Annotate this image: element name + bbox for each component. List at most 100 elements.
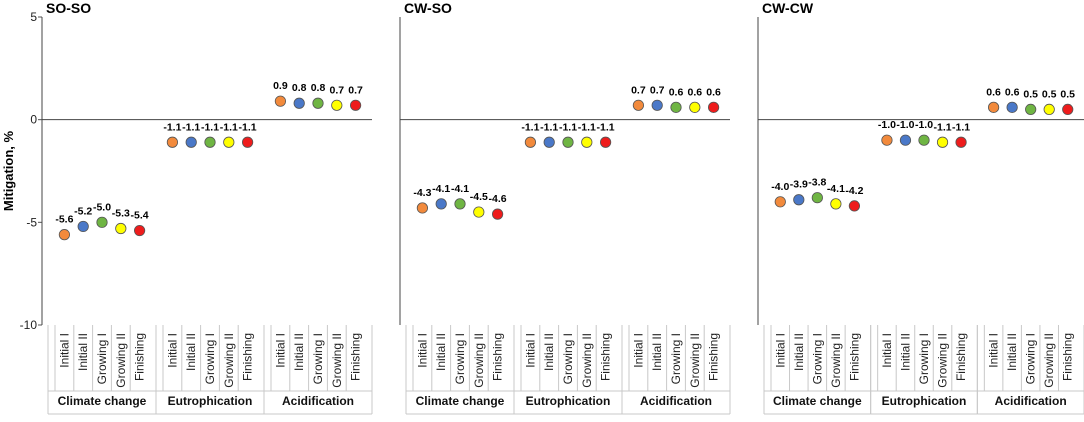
data-point [416,202,428,214]
data-point [651,99,663,111]
data-point [293,97,305,109]
data-point [707,101,720,113]
stage-tick-label: Growing II [936,333,950,388]
data-label: 0.5 [1060,88,1075,100]
category-label: Climate change [773,394,862,408]
stage-tick-label: Growing I [810,333,824,384]
data-point [632,99,645,111]
data-point [96,216,108,228]
data-label: -1.1 [201,121,219,133]
data-label: -5.6 [55,214,73,226]
data-point [204,136,216,148]
stage-tick-label: Finishing [954,333,968,381]
data-label: -1.1 [220,121,238,133]
data-point [454,198,466,210]
data-point [435,198,447,210]
data-point [58,229,71,241]
stage-tick-label: Initial II [292,333,306,371]
data-point [774,196,786,208]
panel-title: CW-CW [762,0,814,16]
data-label: -5.4 [131,210,149,222]
stage-tick-label: Growing II [222,333,236,388]
data-point [185,136,197,148]
data-point [562,136,574,148]
data-label: 0.9 [273,80,288,92]
data-label: -3.9 [790,179,808,191]
data-label: -1.0 [896,119,914,131]
data-point [830,198,842,210]
data-label: -1.1 [597,121,615,133]
data-label: 0.6 [706,86,721,98]
category-label: Acidification [995,394,1067,408]
data-label: -1.1 [578,121,596,133]
data-point [689,101,701,113]
stage-tick-label: Initial I [57,333,71,368]
data-point [223,136,235,148]
data-point [918,134,930,146]
y-tick-label: 5 [30,10,37,24]
data-label: -4.0 [771,181,789,193]
data-label: -4.1 [451,183,469,195]
data-label: -5.2 [74,205,92,217]
data-label: 0.7 [631,84,646,96]
stage-tick-label: Initial II [650,333,664,371]
data-label: -1.1 [163,121,181,133]
stage-tick-label: Initial I [273,333,287,368]
data-label: 0.8 [311,82,326,94]
data-point [115,222,127,235]
data-label: -1.1 [540,121,558,133]
data-label: -4.3 [413,187,431,199]
data-point [881,134,893,146]
stage-tick-label: Initial II [542,333,556,371]
stage-tick-label: Growing II [688,333,702,388]
data-point [312,97,324,109]
category-label: Climate change [416,394,505,408]
data-label: 0.6 [687,86,702,98]
stage-tick-label: Initial I [987,333,1001,368]
data-point [599,136,612,148]
data-label: -5.3 [112,207,130,219]
data-point [274,95,286,107]
category-label: Acidification [640,394,712,408]
data-label: -4.2 [845,185,863,197]
data-label: -1.1 [559,121,577,133]
data-point [166,136,178,148]
stage-tick-label: Finishing [599,333,613,381]
data-point [77,220,89,233]
data-point [955,136,967,148]
stage-tick-label: Initial I [631,333,645,368]
y-tick-label: 0 [30,113,37,127]
category-label: Eutrophication [168,394,253,408]
data-label: -4.5 [470,191,488,203]
data-label: 0.5 [1023,88,1038,100]
data-point [899,134,912,146]
data-label: -1.1 [182,121,200,133]
stage-tick-label: Finishing [1061,333,1075,381]
stage-tick-label: Growing I [453,333,467,384]
stage-tick-label: Initial I [523,333,537,368]
stage-tick-label: Finishing [241,333,255,381]
data-label: 0.7 [650,84,665,96]
y-tick-label: -5 [26,215,37,229]
stage-tick-label: Initial II [434,333,448,371]
y-axis-label: Mitigation, % [1,130,16,211]
data-label: 0.5 [1042,88,1057,100]
stage-tick-label: Growing I [669,333,683,384]
stage-tick-label: Growing II [580,333,594,388]
data-label: 0.6 [986,86,1001,98]
data-label: -1.0 [878,119,896,131]
data-label: 0.6 [1005,86,1020,98]
data-point [670,101,682,113]
data-point [543,136,555,148]
stage-tick-label: Growing II [1042,333,1056,388]
stage-tick-label: Growing I [203,333,217,384]
stage-tick-label: Initial II [1005,333,1019,371]
category-label: Eutrophication [882,394,967,408]
category-label: Climate change [58,394,147,408]
data-point [331,99,343,111]
data-label: -4.1 [827,183,845,195]
data-point [1006,101,1018,113]
data-point [1043,103,1055,116]
